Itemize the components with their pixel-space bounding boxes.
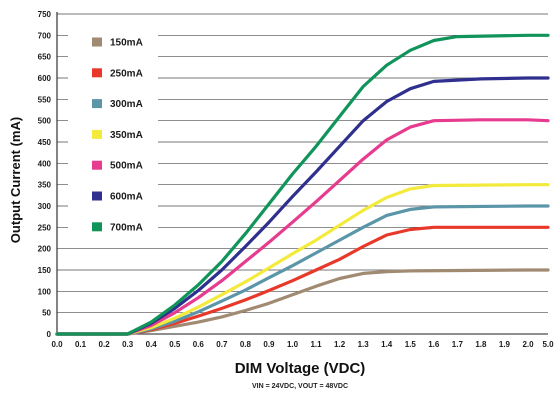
x-tick-label: 0.8 [240, 340, 252, 349]
y-tick-label: 100 [38, 287, 52, 296]
x-tick-label: 5.0 [542, 340, 554, 349]
x-tick-labels: 0.0 0.1 0.2 0.3 0.4 0.5 0.6 0.7 0.8 0.9 1.0 1.1 1.2 1… [51, 340, 554, 349]
x-tick-label: 0.6 [193, 340, 205, 349]
y-tick-labels: 0 50 100 150 200 250 300 350 400 450 500 550 600 650 7… [38, 10, 52, 339]
legend: 150mA 250mA 300mA 350mA 500mA 600mA 700mA [68, 26, 158, 244]
y-tick-label: 200 [38, 245, 52, 254]
y-axis-title: Output Current (mA) [8, 117, 23, 243]
x-tick-label: 2.0 [522, 340, 534, 349]
y-tick-label: 650 [38, 53, 52, 62]
legend-label: 350mA [110, 130, 143, 141]
y-tick-label: 750 [38, 10, 52, 19]
y-tick-label: 150 [38, 266, 52, 275]
footnote: VIN = 24VDC, VOUT = 48VDC [252, 383, 348, 390]
legend-label: 300mA [110, 99, 143, 110]
x-tick-label: 0.3 [122, 340, 134, 349]
legend-swatch [92, 191, 102, 201]
y-tick-label: 550 [38, 95, 52, 104]
x-tick-label: 1.5 [405, 340, 417, 349]
x-tick-label: 1.8 [475, 340, 487, 349]
x-axis-title: DIM Voltage (VDC) [235, 360, 366, 377]
y-tick-label: 250 [38, 223, 52, 232]
legend-label: 700mA [110, 222, 143, 233]
series-line-500mA [55, 118, 550, 336]
legend-swatch [92, 160, 102, 170]
series-line-300mA [55, 204, 550, 336]
x-tick-label: 0.1 [75, 340, 87, 349]
y-tick-label: 450 [38, 138, 52, 147]
legend-label: 250mA [110, 68, 143, 79]
x-tick-label: 0.5 [169, 340, 181, 349]
legend-swatch [92, 129, 102, 139]
y-tick-label: 350 [38, 181, 52, 190]
legend-label: 600mA [110, 192, 143, 203]
series-line-700mA [55, 33, 550, 336]
legend-swatch [92, 222, 102, 232]
legend-label: 500mA [110, 161, 143, 172]
y-tick-label: 300 [38, 202, 52, 211]
series-line-150mA [55, 268, 550, 336]
x-tick-label: 0.0 [51, 340, 63, 349]
x-tick-label: 0.9 [263, 340, 275, 349]
x-tick-label: 0.4 [146, 340, 158, 349]
series-line-350mA [55, 183, 550, 336]
series-line-600mA [55, 76, 550, 336]
x-tick-label: 1.4 [381, 340, 393, 349]
legend-swatch [92, 99, 102, 109]
legend-swatch [92, 37, 102, 47]
x-tick-label: 1.9 [499, 340, 511, 349]
x-tick-label: 1.7 [452, 340, 464, 349]
y-tick-label: 700 [38, 31, 52, 40]
y-tick-label: 600 [38, 74, 52, 83]
x-tick-label: 1.1 [310, 340, 322, 349]
y-tick-label: 50 [42, 309, 51, 318]
x-tick-label: 0.2 [99, 340, 111, 349]
x-tick-label: 1.2 [334, 340, 346, 349]
legend-swatch [92, 68, 102, 78]
y-tick-label: 400 [38, 159, 52, 168]
legend-background [68, 26, 158, 244]
x-tick-label: 1.6 [428, 340, 440, 349]
x-tick-label: 1.3 [358, 340, 370, 349]
legend-label: 150mA [110, 38, 143, 49]
y-tick-label: 0 [47, 330, 52, 339]
y-tick-label: 500 [38, 117, 52, 126]
series-lines [55, 33, 550, 336]
x-tick-label: 0.7 [216, 340, 228, 349]
x-tick-label: 1.0 [287, 340, 299, 349]
